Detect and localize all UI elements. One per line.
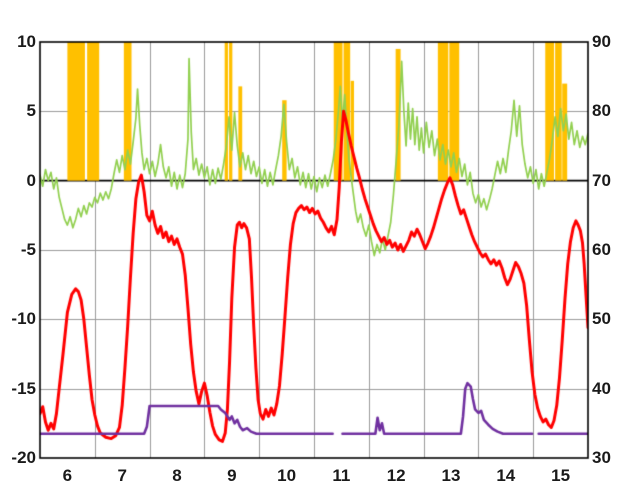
- right-axis-tick-label: 30: [592, 448, 611, 467]
- right-axis-tick-label: 60: [592, 240, 611, 259]
- left-axis-tick-label: 10: [17, 32, 36, 51]
- left-axis-tick-label: -5: [20, 240, 36, 259]
- left-axis-tick-label: -15: [11, 378, 36, 398]
- x-axis-tick-label: 8: [172, 466, 182, 485]
- right-axis-tick-label: 40: [592, 378, 611, 398]
- x-axis-tick-label: 6: [62, 466, 73, 485]
- left-axis-tick-label: -20: [11, 448, 36, 467]
- x-axis-tick-label: 12: [386, 466, 406, 485]
- x-axis-tick-label: 15: [551, 466, 571, 485]
- left-axis-tick-label: -10: [11, 309, 36, 329]
- right-axis-tick-label: 90: [592, 32, 611, 51]
- left-axis-tick-label: 0: [26, 170, 36, 190]
- x-axis-tick-label: 13: [441, 466, 461, 485]
- right-axis-tick-label: 80: [592, 101, 611, 121]
- x-axis-tick-label: 9: [227, 466, 237, 485]
- left-axis-tick-label: 5: [26, 101, 36, 121]
- x-axis-tick-label: 14: [496, 466, 516, 485]
- x-axis-tick-label: 10: [277, 466, 297, 485]
- right-axis-tick-label: 50: [592, 309, 611, 329]
- x-axis-tick-label: 11: [332, 466, 351, 485]
- x-axis-tick-label: 7: [117, 466, 127, 485]
- right-axis-tick-label: 70: [592, 170, 611, 190]
